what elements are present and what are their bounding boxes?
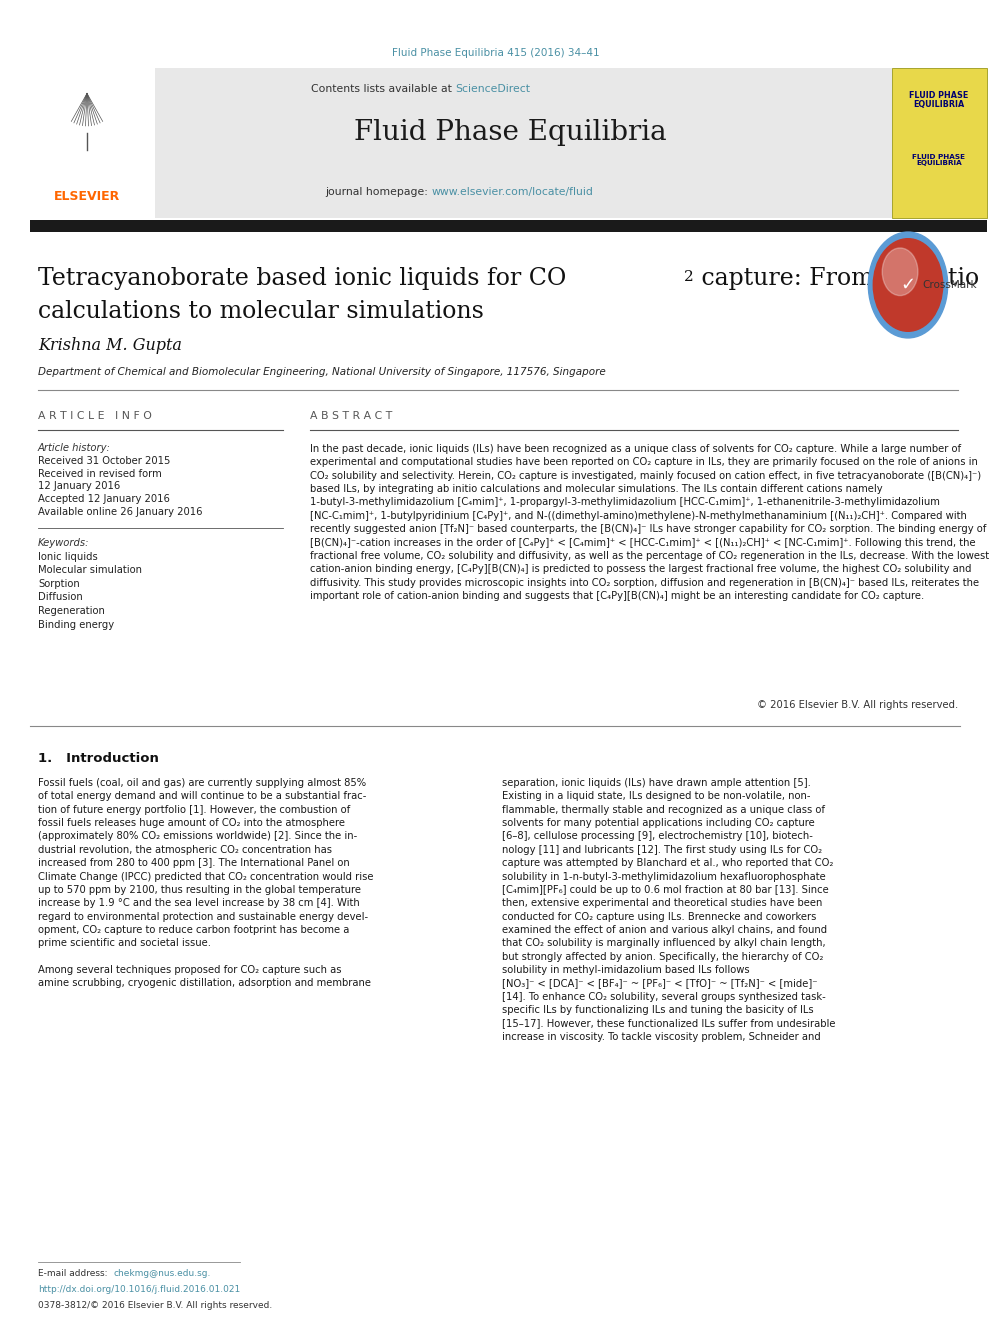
Text: ScienceDirect: ScienceDirect xyxy=(455,83,530,94)
Bar xyxy=(30,220,987,232)
Text: A R T I C L E   I N F O: A R T I C L E I N F O xyxy=(38,411,152,421)
Text: 0378-3812/© 2016 Elsevier B.V. All rights reserved.: 0378-3812/© 2016 Elsevier B.V. All right… xyxy=(38,1301,272,1310)
Text: http://dx.doi.org/10.1016/j.fluid.2016.01.021: http://dx.doi.org/10.1016/j.fluid.2016.0… xyxy=(38,1286,240,1294)
Circle shape xyxy=(868,232,947,337)
Text: chekmg@nus.edu.sg.: chekmg@nus.edu.sg. xyxy=(113,1270,210,1278)
Text: Received in revised form: Received in revised form xyxy=(38,468,162,479)
Text: Binding energy: Binding energy xyxy=(38,619,114,630)
Bar xyxy=(892,67,987,218)
Text: Keywords:: Keywords: xyxy=(38,538,89,548)
Text: ✓: ✓ xyxy=(901,277,916,294)
Text: Diffusion: Diffusion xyxy=(38,593,82,602)
Text: Available online 26 January 2016: Available online 26 January 2016 xyxy=(38,507,202,517)
Text: Molecular simulation: Molecular simulation xyxy=(38,565,142,576)
Text: Fossil fuels (coal, oil and gas) are currently supplying almost 85%
of total ene: Fossil fuels (coal, oil and gas) are cur… xyxy=(38,778,374,988)
Text: separation, ionic liquids (ILs) have drawn ample attention [5].
Existing in a li: separation, ionic liquids (ILs) have dra… xyxy=(502,778,835,1041)
Text: capture: From ab initio: capture: From ab initio xyxy=(694,266,979,290)
Text: ELSEVIER: ELSEVIER xyxy=(54,189,120,202)
Text: A B S T R A C T: A B S T R A C T xyxy=(310,411,392,421)
Text: In the past decade, ionic liquids (ILs) have been recognized as a unique class o: In the past decade, ionic liquids (ILs) … xyxy=(310,445,989,601)
Text: Ionic liquids: Ionic liquids xyxy=(38,552,98,562)
Text: Krishna M. Gupta: Krishna M. Gupta xyxy=(38,337,182,355)
Text: FLUID PHASE
EQUILIBRIA: FLUID PHASE EQUILIBRIA xyxy=(910,91,968,110)
Text: calculations to molecular simulations: calculations to molecular simulations xyxy=(38,300,484,324)
Text: © 2016 Elsevier B.V. All rights reserved.: © 2016 Elsevier B.V. All rights reserved… xyxy=(757,700,958,710)
Text: FLUID PHASE
EQUILIBRIA: FLUID PHASE EQUILIBRIA xyxy=(913,153,965,167)
Circle shape xyxy=(873,238,942,331)
Text: www.elsevier.com/locate/fluid: www.elsevier.com/locate/fluid xyxy=(432,187,594,197)
Text: 1.   Introduction: 1. Introduction xyxy=(38,751,159,765)
Text: Tetracyanoborate based ionic liquids for CO: Tetracyanoborate based ionic liquids for… xyxy=(38,266,566,290)
Text: Department of Chemical and Biomolecular Engineering, National University of Sing: Department of Chemical and Biomolecular … xyxy=(38,366,606,377)
Text: E-mail address:: E-mail address: xyxy=(38,1270,110,1278)
Bar xyxy=(30,67,155,218)
Text: CrossMark: CrossMark xyxy=(923,280,977,290)
Text: Contents lists available at: Contents lists available at xyxy=(310,83,455,94)
Text: Fluid Phase Equilibria 415 (2016) 34–41: Fluid Phase Equilibria 415 (2016) 34–41 xyxy=(392,48,600,58)
Text: Fluid Phase Equilibria: Fluid Phase Equilibria xyxy=(354,119,667,147)
Text: journal homepage:: journal homepage: xyxy=(325,187,432,197)
Text: Article history:: Article history: xyxy=(38,443,111,452)
Text: Received 31 October 2015: Received 31 October 2015 xyxy=(38,456,171,466)
Text: Accepted 12 January 2016: Accepted 12 January 2016 xyxy=(38,493,170,504)
Circle shape xyxy=(882,247,918,295)
Text: 12 January 2016: 12 January 2016 xyxy=(38,482,120,491)
Text: 2: 2 xyxy=(684,270,693,284)
Text: Sorption: Sorption xyxy=(38,579,79,589)
Text: Regeneration: Regeneration xyxy=(38,606,105,617)
Bar xyxy=(30,67,892,218)
